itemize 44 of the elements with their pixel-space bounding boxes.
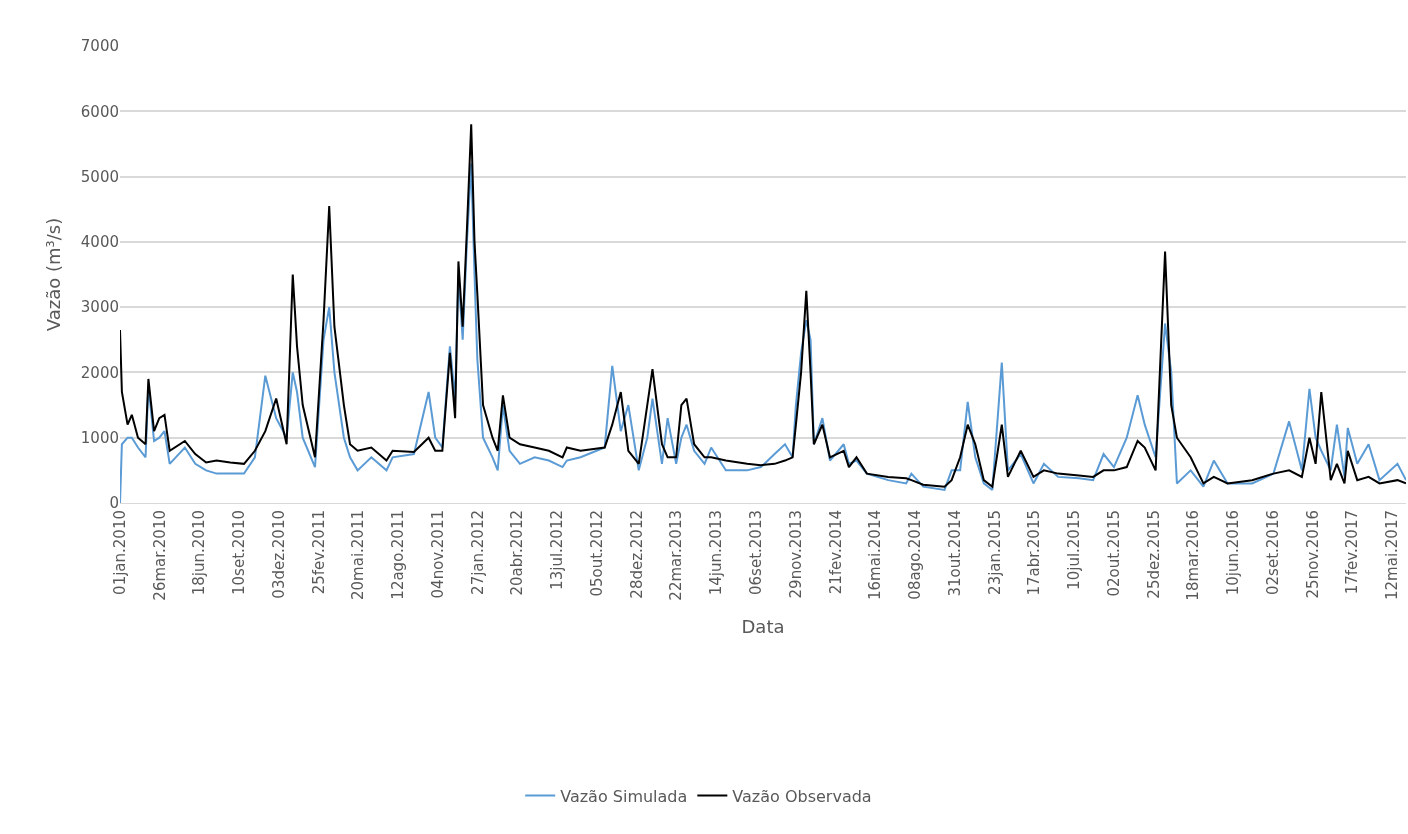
x-tick-label: 18mar.2016 — [1184, 510, 1203, 601]
x-tick-label: 25dez.2015 — [1144, 510, 1163, 599]
x-tick-label: 12mai.2017 — [1383, 510, 1402, 600]
x-tick-label: 20mai.2011 — [349, 510, 368, 600]
x-tick-label: 13jul.2012 — [548, 510, 567, 590]
x-tick-label: 17abr.2015 — [1025, 510, 1044, 596]
x-tick-label: 21fev.2014 — [826, 510, 845, 595]
x-axis-title: Data — [741, 615, 785, 637]
x-tick-label: 25nov.2016 — [1303, 510, 1322, 599]
y-tick-label: 3000 — [80, 298, 119, 317]
x-tick-label: 18jun.2010 — [190, 510, 209, 596]
y-axis-title: Vazão (m³/s) — [43, 217, 65, 332]
x-tick-label: 06set.2013 — [747, 510, 766, 595]
y-tick-label: 1000 — [80, 428, 119, 447]
x-tick-label: 22mar.2013 — [667, 510, 686, 601]
y-tick-label: 6000 — [80, 102, 119, 121]
y-tick-label: 7000 — [80, 37, 119, 56]
x-tick-label: 10jul.2015 — [1065, 510, 1084, 590]
x-tick-label: 10set.2010 — [230, 510, 249, 595]
x-tick-label: 23jan.2015 — [985, 510, 1004, 595]
x-tick-label: 02set.2016 — [1263, 510, 1282, 595]
x-tick-label: 29nov.2013 — [786, 510, 805, 599]
x-tick-label: 10jun.2016 — [1224, 510, 1243, 596]
x-tick-label: 03dez.2010 — [269, 510, 288, 599]
x-tick-label: 04nov.2011 — [428, 510, 447, 599]
legend-label: Vazão Observada — [732, 786, 872, 806]
x-tick-label: 28dez.2012 — [627, 510, 646, 599]
x-tick-label: 05out.2012 — [587, 510, 606, 597]
legend-label: Vazão Simulada — [560, 786, 688, 806]
x-tick-label: 16mai.2014 — [866, 510, 885, 600]
y-tick-label: 2000 — [80, 363, 119, 382]
x-tick-label: 27jan.2012 — [468, 510, 487, 595]
y-tick-label: 5000 — [80, 167, 119, 186]
x-tick-label: 20abr.2012 — [508, 510, 527, 596]
x-tick-label: 01jan.2010 — [110, 510, 129, 595]
x-tick-label: 17fev.2017 — [1343, 510, 1362, 595]
x-tick-label: 08ago.2014 — [906, 510, 925, 600]
x-tick-label: 14jun.2013 — [707, 510, 726, 596]
y-tick-label: 4000 — [80, 233, 119, 252]
x-tick-label: 31out.2014 — [945, 510, 964, 597]
x-tick-label: 02out.2015 — [1104, 510, 1123, 597]
x-tick-label: 25fev.2011 — [309, 510, 328, 595]
x-tick-label: 26mar.2010 — [150, 510, 169, 601]
x-tick-label: 12ago.2011 — [389, 510, 408, 600]
